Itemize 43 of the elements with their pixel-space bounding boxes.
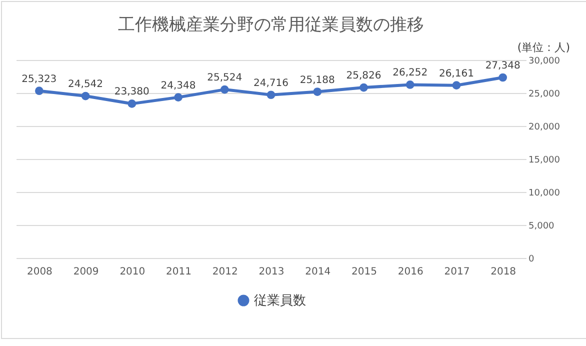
text: 25,826 xyxy=(346,70,382,82)
y-tick-label: 15,000 xyxy=(528,156,560,166)
x-tick-label: 2012 xyxy=(212,266,238,278)
chart-title: 工作機械産業分野の常用従業員数の推移 xyxy=(118,15,424,35)
text: 24,542 xyxy=(68,79,104,90)
text: 23,380 xyxy=(114,86,150,98)
x-tick-label: 2014 xyxy=(305,266,331,278)
text: 25,524 xyxy=(207,72,242,84)
point xyxy=(313,88,322,96)
y-tick-label: 20,000 xyxy=(528,122,560,132)
legend-label: 従業員数 xyxy=(254,294,306,308)
text: 25,323 xyxy=(22,74,57,85)
text: 27,348 xyxy=(485,60,520,72)
point xyxy=(220,85,229,94)
point xyxy=(81,92,90,100)
x-tick-label: 2008 xyxy=(26,266,52,278)
point xyxy=(452,81,461,90)
point xyxy=(174,93,182,102)
point xyxy=(406,80,414,89)
point xyxy=(35,86,44,96)
x-tick-label: 2013 xyxy=(258,266,284,278)
y-tick-label: 25,000 xyxy=(528,90,560,100)
x-tick-label: 2009 xyxy=(73,266,99,278)
y-tick-label: 10,000 xyxy=(528,188,560,198)
x-tick-label: 2015 xyxy=(352,266,377,278)
text: 25,188 xyxy=(300,74,335,86)
x-tick-label: 2011 xyxy=(166,266,192,278)
text: 26,252 xyxy=(392,68,428,79)
text: (単位：人) xyxy=(517,40,570,55)
x-tick-label: 2018 xyxy=(490,266,516,278)
point xyxy=(498,73,507,82)
point xyxy=(266,90,276,100)
x-tick-label: 2017 xyxy=(444,266,470,278)
y-tick-label: 0 xyxy=(528,254,534,264)
y-tick-label: 5,000 xyxy=(528,222,555,232)
text: 24,348 xyxy=(160,80,196,92)
point xyxy=(360,83,368,92)
y-tick-label: 30,000 xyxy=(528,56,560,66)
x-tick-label: 2010 xyxy=(120,266,146,278)
x-tick-label: 2016 xyxy=(398,266,424,278)
text: 24,716 xyxy=(254,78,288,89)
text: 26,161 xyxy=(438,68,474,80)
point xyxy=(128,100,136,108)
